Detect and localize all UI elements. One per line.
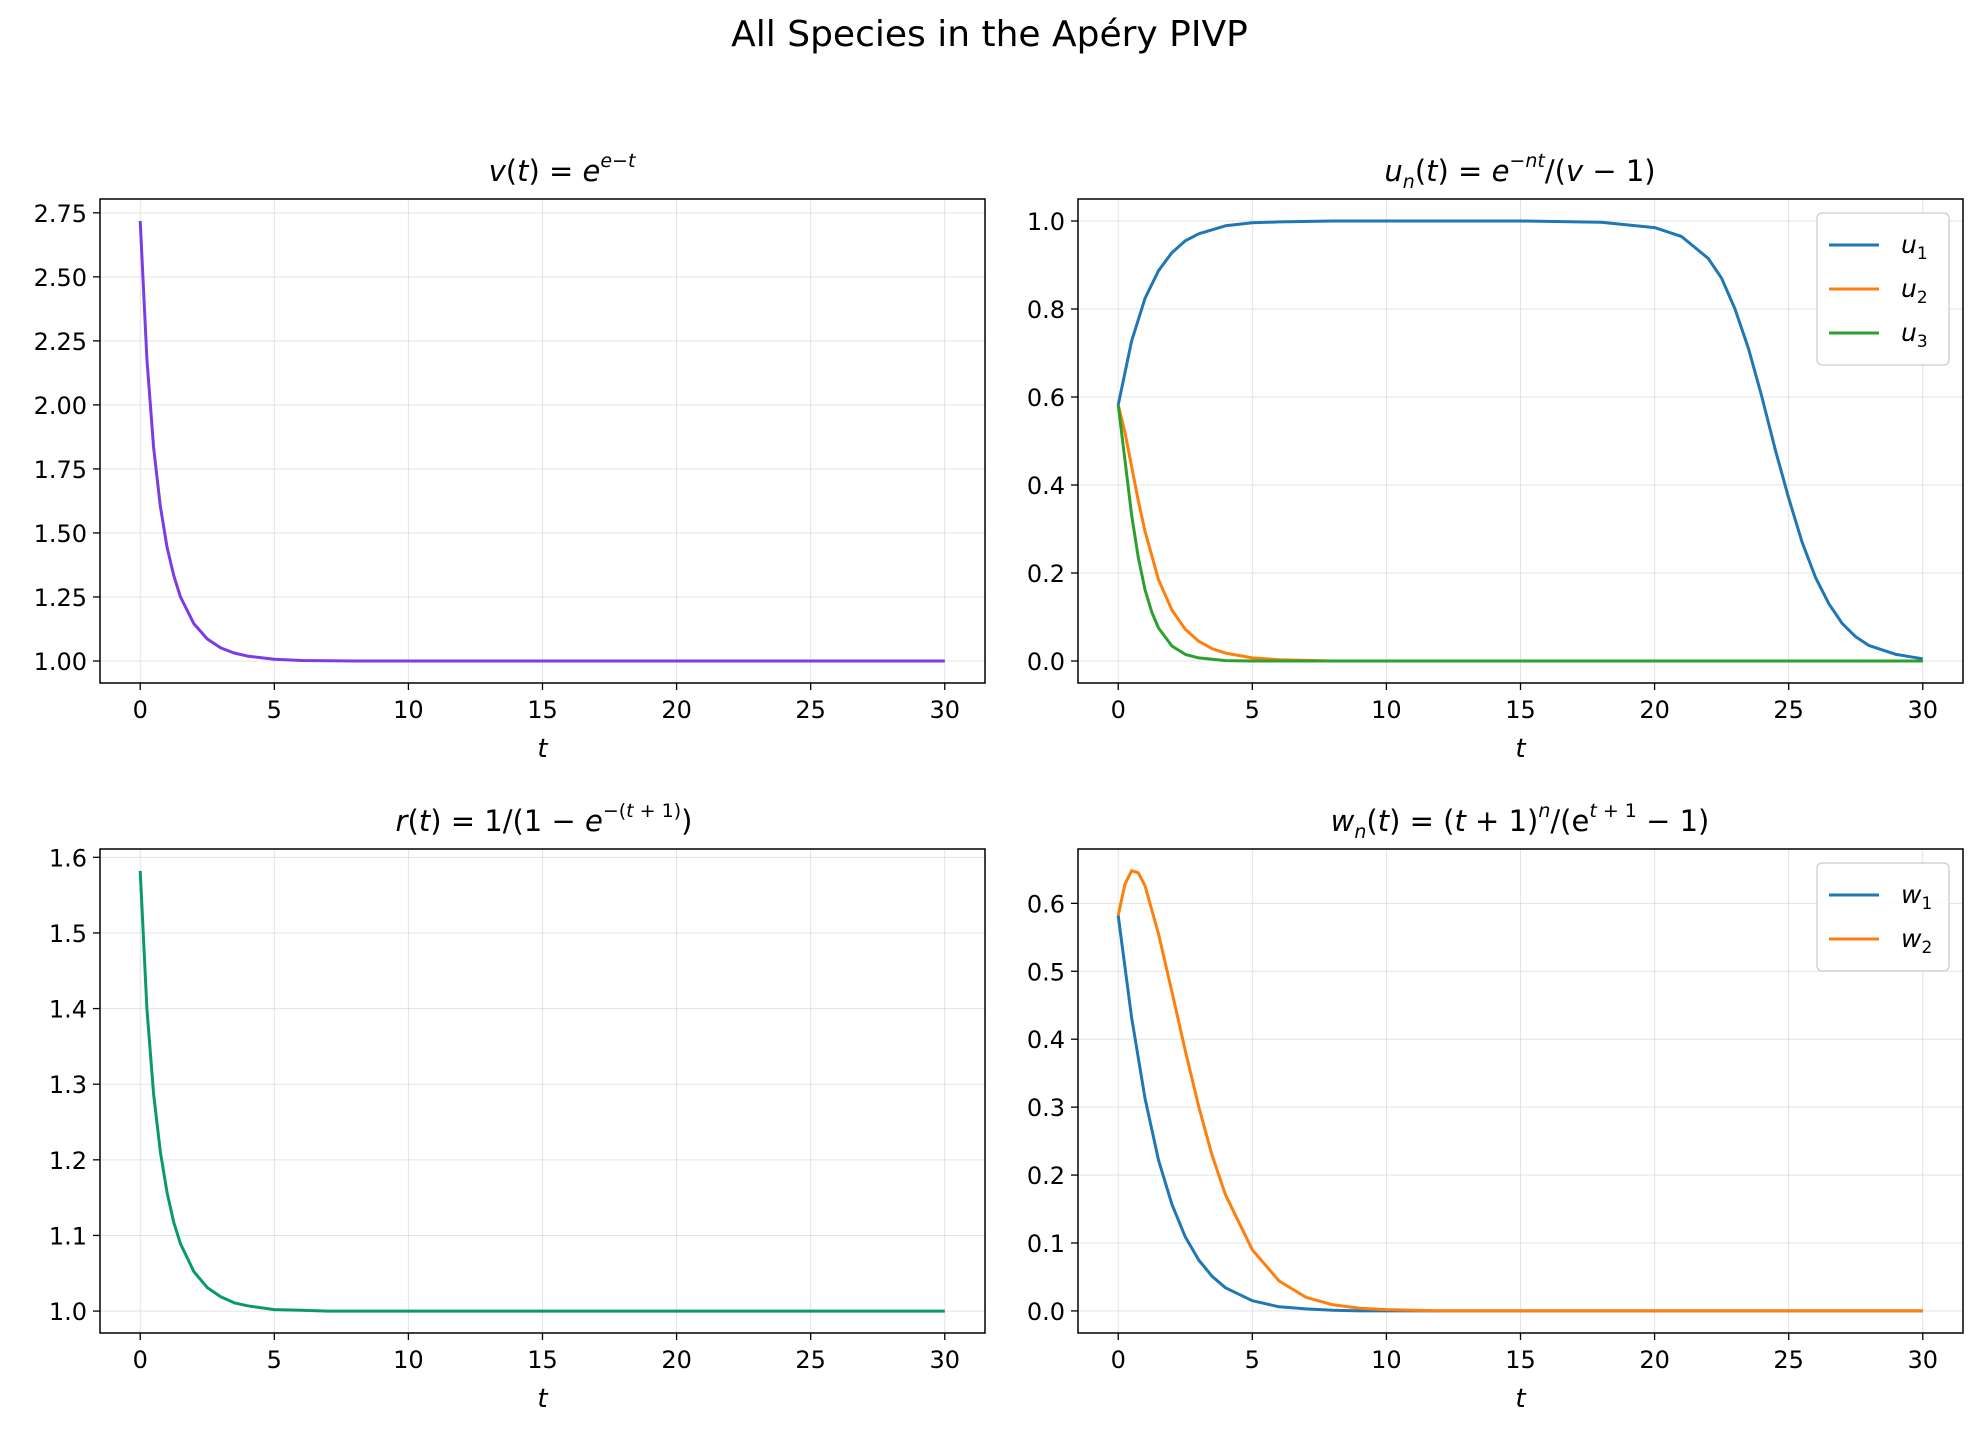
y-tick-label: 0.2 [1027, 1162, 1065, 1190]
svg-text:r(t) = 1/(1 − e−(t + 1)): r(t) = 1/(1 − e−(t + 1)) [396, 800, 693, 838]
x-tick-label: 20 [1639, 696, 1670, 724]
series-line-1 [138, 220, 945, 663]
x-axis-label: t [1515, 734, 1526, 764]
y-tick-label: 2.75 [34, 200, 87, 228]
y-tick-label: 0.1 [1027, 1230, 1065, 1258]
y-tick-label: 1.75 [34, 456, 87, 484]
x-tick-label: 10 [1371, 1346, 1402, 1374]
y-tick-label: 0.5 [1027, 958, 1065, 986]
subplot-title-1: v(t) = ee−t [489, 150, 637, 188]
y-tick-label: 2.50 [34, 264, 87, 292]
x-tick-label: 5 [267, 1346, 282, 1374]
svg-text:un(t) = e−nt/(v − 1): un(t) = e−nt/(v − 1) [1384, 150, 1655, 193]
y-tick-label: 0.8 [1027, 296, 1065, 324]
x-axis-label: t [537, 1384, 548, 1414]
legend-box [1816, 862, 1950, 972]
x-tick-label: 30 [929, 696, 960, 724]
x-tick-label: 5 [1245, 696, 1260, 724]
x-tick-label: 25 [795, 1346, 826, 1374]
axes-frame [99, 198, 986, 684]
y-tick-label: 0.6 [1027, 384, 1065, 412]
y-tick-label: 1.2 [49, 1147, 87, 1175]
series-line-u1 [1116, 219, 1924, 661]
y-tick-label: 1.50 [34, 520, 87, 548]
x-tick-label: 10 [393, 696, 424, 724]
y-tick-label: 0.0 [1027, 1298, 1065, 1326]
subplot-2: 0 5 10 15 20 25 30 0.0 0.2 0.4 0.6 0.8 1.0 t u1 u2 u3 [1027, 198, 1964, 764]
x-tick-label: 15 [527, 696, 558, 724]
series-line-u3 [1116, 404, 1923, 663]
x-tick-label: 5 [1245, 1346, 1260, 1374]
y-tick-label: 1.6 [49, 844, 87, 872]
x-axis-label: t [537, 734, 548, 764]
axes-frame [99, 848, 986, 1334]
x-axis-label: t [1515, 1384, 1526, 1414]
x-tick-label: 30 [929, 1346, 960, 1374]
x-tick-label: 15 [1505, 696, 1536, 724]
axes-frame [1077, 848, 1964, 1334]
svg-text:wn(t) = (t + 1)n/(et + 1 − 1): wn(t) = (t + 1)n/(et + 1 − 1) [1331, 800, 1710, 843]
x-tick-label: 20 [661, 1346, 692, 1374]
y-tick-label: 0.6 [1027, 890, 1065, 918]
x-tick-label: 10 [393, 1346, 424, 1374]
y-tick-label: 1.3 [49, 1071, 87, 1099]
y-tick-label: 1.0 [49, 1298, 87, 1326]
figure-title: All Species in the Apéry PIVP [731, 14, 1248, 55]
legend: u1 u2 u3 [1816, 212, 1950, 366]
y-tick-label: 1.4 [49, 996, 87, 1024]
y-tick-label: 0.2 [1027, 560, 1065, 588]
legend-box [1816, 212, 1950, 366]
y-tick-label: 2.00 [34, 392, 87, 420]
x-tick-label: 15 [1505, 1346, 1536, 1374]
x-tick-label: 5 [267, 696, 282, 724]
legend-label: w1 [1901, 880, 1932, 914]
subplot-title-4: wn(t) = (t + 1)n/(et + 1 − 1) [1331, 800, 1710, 843]
subplot-title-2: un(t) = e−nt/(v − 1) [1384, 150, 1655, 193]
series-line-1 [138, 870, 945, 1313]
x-tick-label: 15 [527, 1346, 558, 1374]
y-tick-label: 1.25 [34, 584, 87, 612]
subplot-title-3: r(t) = 1/(1 − e−(t + 1)) [396, 800, 693, 838]
legend-label: u3 [1901, 318, 1928, 352]
legend-label: u1 [1901, 230, 1928, 264]
x-tick-label: 0 [133, 696, 148, 724]
x-tick-label: 0 [1111, 696, 1126, 724]
series-line-w2 [1116, 869, 1923, 1313]
x-tick-label: 0 [1111, 1346, 1126, 1374]
y-tick-label: 1.00 [34, 648, 87, 676]
x-tick-label: 25 [1773, 696, 1804, 724]
y-tick-label: 1.1 [49, 1222, 87, 1250]
y-tick-label: 1.0 [1027, 208, 1065, 236]
y-tick-label: 0.0 [1027, 648, 1065, 676]
legend-label: u2 [1901, 274, 1928, 308]
y-tick-label: 0.4 [1027, 472, 1065, 500]
y-tick-label: 1.5 [49, 920, 87, 948]
x-tick-label: 25 [1773, 1346, 1804, 1374]
legend-label: w2 [1901, 924, 1932, 958]
subplot-1: 0 5 10 15 20 25 30 1.00 1.25 1.50 1.75 2.00 2.25 2.50… [34, 198, 986, 764]
y-tick-label: 0.3 [1027, 1094, 1065, 1122]
x-tick-label: 20 [661, 696, 692, 724]
x-tick-label: 0 [133, 1346, 148, 1374]
x-tick-label: 25 [795, 696, 826, 724]
x-tick-label: 10 [1371, 696, 1402, 724]
svg-text:v(t) = ee−t: v(t) = ee−t [489, 150, 637, 188]
axes-frame [1077, 198, 1964, 684]
subplot-3: 0 5 10 15 20 25 30 1.0 1.1 1.2 1.3 1.4 1.5 1.6 t [49, 844, 986, 1414]
x-tick-label: 20 [1639, 1346, 1670, 1374]
x-tick-label: 30 [1907, 1346, 1938, 1374]
x-tick-label: 30 [1907, 696, 1938, 724]
y-tick-label: 2.25 [34, 328, 87, 356]
y-tick-label: 0.4 [1027, 1026, 1065, 1054]
